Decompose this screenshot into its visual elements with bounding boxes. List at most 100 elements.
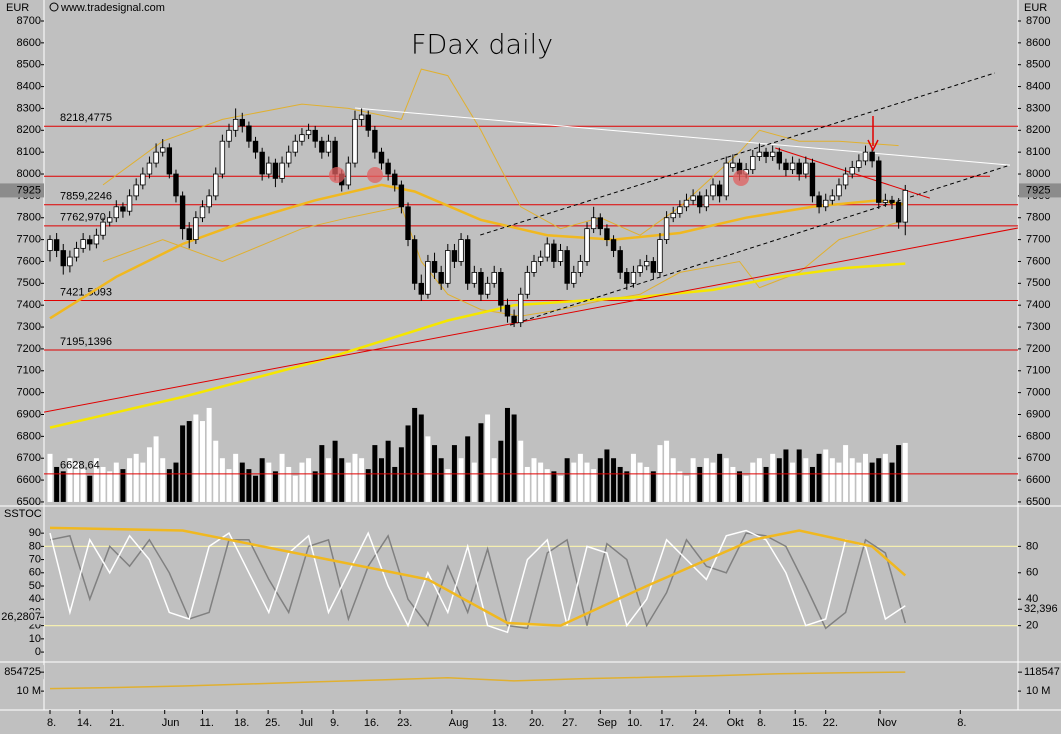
level-label: 8218,4775 — [60, 112, 112, 124]
x-tick-label: 17. — [659, 717, 674, 729]
candle-body — [856, 160, 862, 168]
candle-body — [160, 147, 166, 153]
y-tick-label: 8300 — [17, 102, 41, 114]
x-tick-label: Sep — [597, 717, 617, 729]
y-tick-label: 8100 — [1026, 146, 1050, 158]
volume-bar — [127, 458, 133, 502]
volume-bar — [365, 469, 371, 502]
candle-body — [464, 239, 471, 284]
volume-bar — [823, 449, 829, 502]
candle-body — [392, 173, 398, 186]
volume-bar — [650, 471, 656, 502]
volume-bar — [239, 462, 245, 502]
volume-bar — [577, 453, 583, 502]
volume-bar — [876, 458, 882, 502]
volume-bar — [173, 462, 179, 502]
candle-body — [80, 239, 86, 249]
candle-body — [259, 151, 265, 175]
volume-bar — [478, 423, 484, 502]
candle-body — [849, 167, 855, 175]
candle-body — [199, 206, 206, 219]
volume-bar — [750, 462, 756, 502]
candle-body — [325, 140, 332, 153]
volume-bar — [213, 440, 219, 502]
volume-bar — [677, 471, 683, 502]
line — [509, 164, 1011, 326]
candle-body — [590, 217, 597, 230]
volume-bar — [465, 436, 471, 502]
volume-bar — [518, 440, 524, 502]
candle-body — [252, 140, 259, 153]
volume-bar — [332, 440, 338, 502]
candle-body — [133, 184, 139, 197]
panel-frame — [0, 0, 1061, 711]
volume-bar — [723, 458, 729, 502]
candle-body — [902, 190, 908, 223]
volume-bar — [253, 475, 259, 502]
y-tick-label: 70 — [29, 553, 41, 565]
candle-body — [173, 173, 179, 197]
candle-body — [544, 243, 550, 258]
volume-bar — [146, 447, 152, 502]
volume-bar — [54, 466, 60, 502]
candle-body — [292, 140, 299, 153]
y-tick-label: 8000 — [17, 168, 41, 180]
candle-body — [617, 250, 623, 273]
y-tick-label: 0 — [35, 646, 41, 658]
volume-bar — [544, 469, 550, 502]
currency-right: EUR — [1024, 2, 1047, 14]
value-marker-label: 854725 — [4, 666, 41, 678]
volume-bar — [140, 462, 146, 502]
x-tick-label: 27. — [562, 717, 577, 729]
candle-body — [206, 195, 212, 208]
volume-bar — [425, 436, 431, 502]
volume-bar — [796, 449, 802, 502]
candle-body — [484, 282, 491, 295]
y-tick-label: 7800 — [1026, 212, 1050, 224]
y-tick-label: 7800 — [17, 212, 41, 224]
candle-body — [266, 162, 272, 175]
candle-body — [895, 202, 902, 223]
volume-bar — [690, 458, 696, 502]
level-label: 7421,5093 — [60, 286, 112, 298]
y-tick-label: 7200 — [1026, 343, 1050, 355]
volume-bar — [259, 458, 265, 502]
volume-bar — [412, 407, 418, 502]
volume-bar — [93, 458, 99, 502]
y-tick-label: 7300 — [17, 321, 41, 333]
candle-body — [644, 261, 650, 267]
volume-bar — [591, 469, 597, 502]
candle-body — [637, 265, 643, 273]
candle-body — [405, 206, 411, 241]
value-marker-label: 26,2807 — [1, 611, 41, 623]
line — [49, 183, 906, 320]
volume-bar — [889, 462, 895, 502]
y-tick-label: 60 — [29, 567, 41, 579]
candle-body — [763, 151, 769, 157]
price-marker-label: 7925 — [1026, 184, 1050, 196]
value-marker — [1019, 602, 1061, 617]
volume-bar — [120, 469, 126, 502]
volume-bar — [458, 458, 464, 502]
y-tick-label: 7400 — [1026, 299, 1050, 311]
line — [49, 262, 906, 429]
y-tick-label: 7000 — [17, 387, 41, 399]
y-tick-label: 6600 — [17, 474, 41, 486]
value-marker — [0, 610, 44, 625]
y-tick-label: 6900 — [17, 408, 41, 420]
volume-bar — [584, 462, 590, 502]
y-tick-label: 7400 — [17, 299, 41, 311]
y-tick-label: 8400 — [1026, 80, 1050, 92]
candle-body — [776, 151, 782, 164]
y-tick-label: 8200 — [17, 124, 41, 136]
candle-body — [869, 151, 875, 162]
candle-body — [285, 151, 292, 164]
x-tick-label: 14. — [77, 717, 92, 729]
volume-bar — [272, 471, 278, 502]
candle-body — [60, 250, 66, 267]
volume-bar — [226, 469, 232, 502]
volume-bar — [405, 425, 411, 502]
y-tick-label: 7200 — [17, 343, 41, 355]
candle-body — [345, 162, 352, 186]
volume-bar — [670, 458, 676, 502]
